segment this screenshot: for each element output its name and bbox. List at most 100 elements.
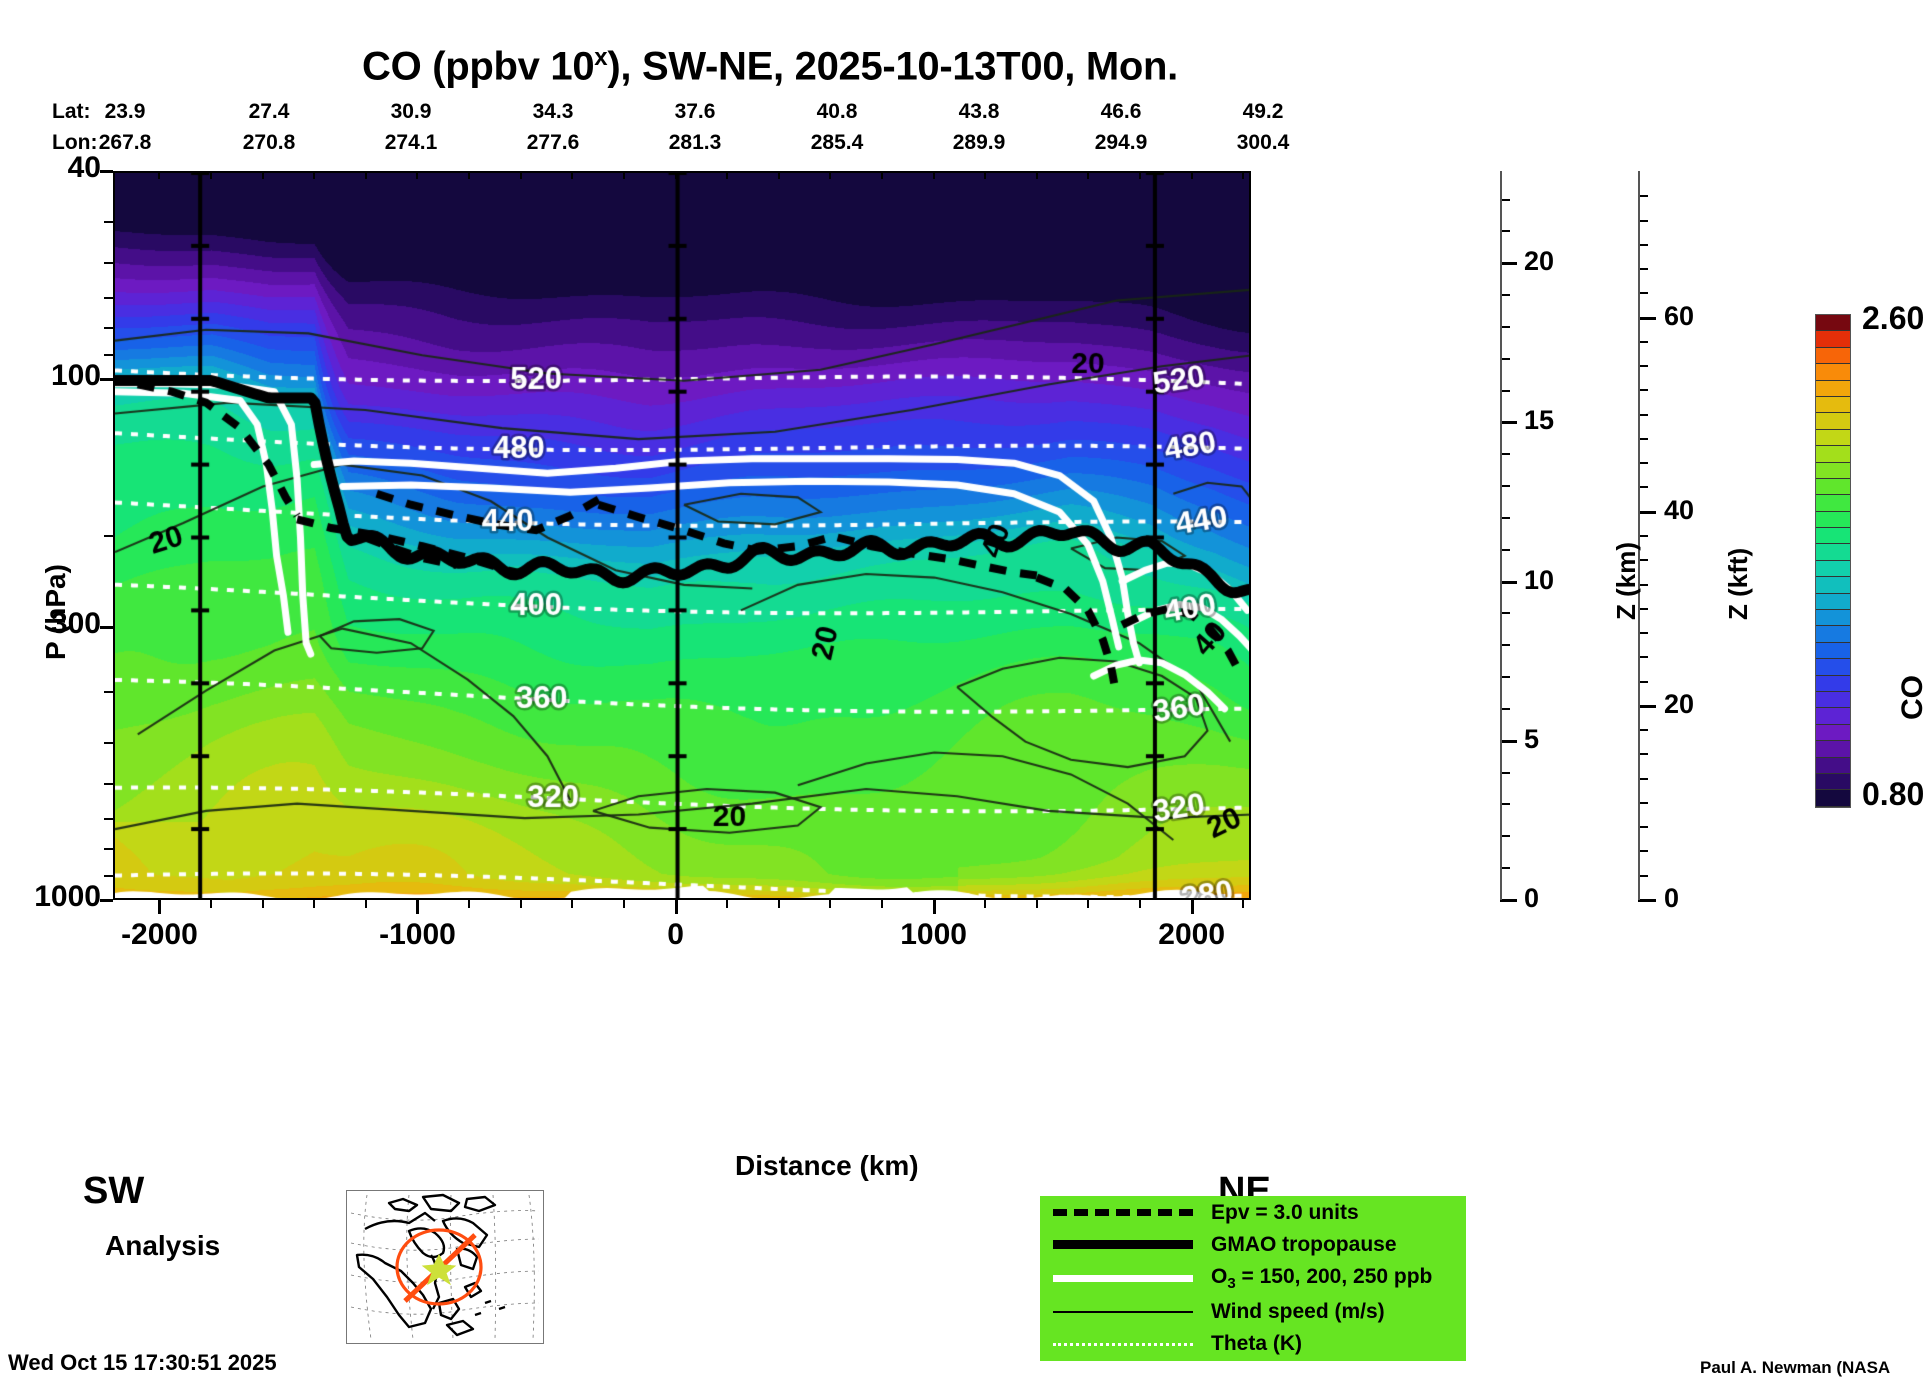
legend-row-wind: Wind speed (m/s): [1041, 1296, 1465, 1328]
title-prefix: CO (ppbv 10: [361, 44, 595, 89]
y-minor-tick-900: [104, 875, 113, 878]
title-exponent: x: [594, 44, 608, 71]
x-minor-tick-800: [880, 900, 883, 908]
colorbar-segment-18: [1816, 495, 1850, 512]
x-minor-tick-top-200: [726, 171, 729, 179]
x-minor-tick-top-800: [880, 171, 883, 179]
colorbar-segment-19: [1816, 478, 1850, 496]
x-minor-tick-top--2000: [158, 171, 161, 179]
inset-location-map[interactable]: [346, 1190, 544, 1344]
x-minor-tick-200: [726, 900, 729, 908]
lon-value-5: 285.4: [810, 131, 864, 154]
x-minor-tick-400: [777, 900, 780, 908]
z-km-axis-line: [1500, 171, 1502, 900]
legend-row-ozone: O3 = 150, 200, 250 ppb: [1041, 1261, 1465, 1297]
z-kft-minor-35: [1638, 559, 1648, 562]
colorbar-segment-15: [1816, 544, 1850, 561]
z-kft-minor-57.5: [1638, 340, 1648, 343]
z-kft-minor-62.5: [1638, 292, 1648, 295]
legend-label-wind: Wind speed (m/s): [1211, 1300, 1385, 1324]
y-minor-tick-80: [104, 326, 113, 329]
z-km-tick-10: 10: [1524, 564, 1555, 595]
y-minor-tick-50: [104, 220, 113, 223]
colorbar-min-label: 0.80: [1862, 776, 1925, 812]
z-km-axis-label: Z (km): [1611, 542, 1641, 620]
z-kft-axis-line: [1638, 171, 1640, 900]
z-km-minor-7: [1500, 676, 1510, 679]
colorbar-segment-21: [1816, 446, 1850, 463]
x-minor-tick--1200: [364, 900, 367, 908]
x-minor-tick-top-1800: [1139, 171, 1142, 179]
y-tick-40: 40: [67, 151, 101, 184]
z-km-tick-20: 20: [1524, 246, 1555, 277]
x-minor-tick--800: [468, 900, 471, 908]
z-kft-minor-17.5: [1638, 729, 1648, 732]
x-minor-tick-top-1200: [984, 171, 987, 179]
z-kft-minor-15: [1638, 753, 1648, 756]
x-minor-tick-1000: [932, 900, 935, 908]
z-km-minor-20: [1500, 262, 1510, 265]
x-minor-tick-top-1400: [1035, 171, 1038, 179]
y-tick-mark-1000: [100, 899, 113, 902]
x-tick--2000: -2000: [121, 918, 198, 951]
z-kft-minor-27.5: [1638, 632, 1648, 635]
page-title: CO (ppbv 10x), SW-NE, 2025-10-13T00, Mon…: [0, 44, 1540, 89]
z-kft-minor-30: [1638, 607, 1648, 610]
y-tick-mark-100: [100, 377, 113, 381]
x-tick-1000: 1000: [900, 918, 967, 951]
lon-row-label: Lon:: [52, 131, 98, 154]
legend-label-ozone: O3 = 150, 200, 250 ppb: [1211, 1264, 1433, 1293]
lon-value-7: 294.9: [1094, 131, 1148, 154]
z-kft-tick-mark-0: [1638, 899, 1656, 902]
colorbar-segment-24: [1816, 396, 1850, 414]
z-kft-minor-50: [1638, 413, 1648, 416]
legend-label-tropopause: GMAO tropopause: [1211, 1232, 1397, 1256]
colorbar-segment-9: [1816, 642, 1850, 660]
z-km-minor-15: [1500, 421, 1510, 424]
x-minor-tick-2000: [1190, 900, 1193, 908]
x-axis-label: Distance (km): [735, 1150, 919, 1181]
title-suffix: ), SW-NE, 2025-10-13T00, Mon.: [607, 44, 1178, 89]
lat-value-6: 43.8: [958, 100, 1000, 123]
colorbar: [1815, 314, 1851, 808]
colorbar-segment-2: [1816, 757, 1850, 774]
lon-value-1: 270.8: [242, 131, 296, 154]
y-minor-tick-200: [104, 534, 113, 537]
inset-map-svg: [350, 1193, 540, 1340]
lon-value-3: 277.6: [526, 131, 580, 154]
colorbar-segment-20: [1816, 462, 1850, 479]
x-minor-tick-top-0: [674, 171, 677, 179]
x-minor-tick-top--1800: [210, 171, 213, 179]
z-km-minor-2: [1500, 835, 1510, 838]
z-kft-minor-5: [1638, 850, 1648, 853]
z-km-minor-8: [1500, 644, 1510, 647]
analysis-label: Analysis: [105, 1230, 221, 1261]
x-tick--1000: -1000: [379, 918, 456, 951]
sw-endpoint-label: SW: [83, 1170, 145, 1212]
colorbar-label: CO (ppbv 10x): [1896, 675, 1926, 720]
colorbar-segment-16: [1816, 528, 1850, 545]
colorbar-segment-7: [1816, 675, 1850, 692]
colorbar-segment-22: [1816, 429, 1850, 447]
z-kft-minor-2.5: [1638, 874, 1648, 877]
z-kft-minor-52.5: [1638, 389, 1648, 392]
colorbar-segment-1: [1816, 773, 1850, 791]
lat-value-7: 46.6: [1100, 100, 1142, 123]
z-kft-minor-60: [1638, 316, 1648, 319]
x-tick-0: 0: [667, 918, 684, 951]
x-minor-tick--400: [571, 900, 574, 908]
z-km-minor-11: [1500, 548, 1510, 551]
x-minor-tick--1600: [261, 900, 264, 908]
x-minor-tick-top--1200: [364, 171, 367, 179]
colorbar-segment-8: [1816, 659, 1850, 676]
z-km-tick-0: 0: [1524, 883, 1540, 913]
x-minor-tick-top--1600: [261, 171, 264, 179]
legend-swatch-theta: [1041, 1328, 1197, 1360]
x-minor-tick--1000: [416, 900, 419, 908]
z-kft-minor-25: [1638, 656, 1648, 659]
colorbar-segment-0: [1816, 790, 1850, 807]
y-tick-100: 100: [50, 358, 101, 392]
contour-field: [115, 173, 1249, 898]
x-minor-tick-0: [674, 900, 677, 908]
z-kft-tick-20: 20: [1664, 688, 1695, 719]
